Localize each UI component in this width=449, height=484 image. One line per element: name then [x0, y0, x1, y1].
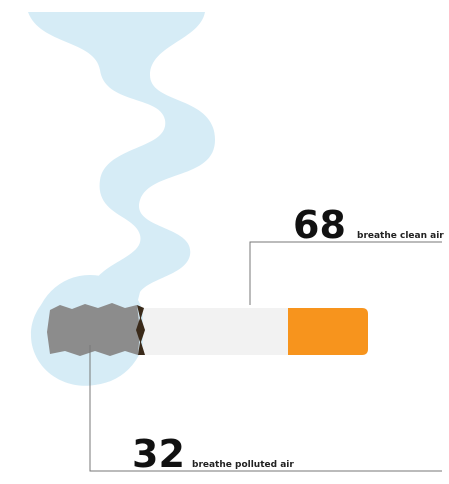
clean-air-number: 68	[293, 203, 346, 247]
callout-line	[249, 241, 442, 305]
ash	[47, 303, 140, 356]
cigarette-filter	[288, 308, 368, 355]
burn-edge	[136, 305, 145, 355]
polluted-air-number: 32	[132, 432, 185, 476]
clean-air-label: breathe clean air	[357, 231, 444, 241]
cigarette-body	[143, 308, 288, 355]
callout-line	[89, 345, 442, 472]
polluted-air-label: breathe polluted air	[192, 460, 294, 470]
